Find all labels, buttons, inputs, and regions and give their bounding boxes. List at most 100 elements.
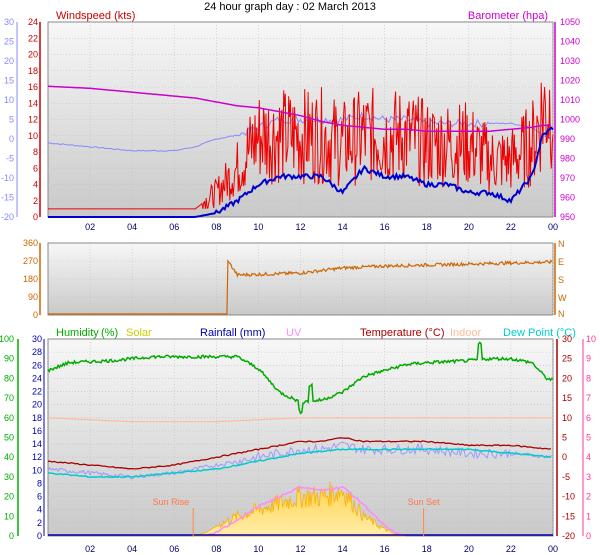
compass-label: N: [558, 239, 565, 249]
rain-tick-label: 2: [37, 518, 42, 528]
temp-right-tick-label: -20: [562, 531, 575, 541]
time-tick-label: 08: [211, 222, 221, 232]
time-tick-label: 08: [211, 544, 221, 554]
time-tick-label: 20: [464, 222, 474, 232]
time-tick-label: 06: [169, 544, 179, 554]
rain-tick-label: 28: [32, 347, 42, 357]
legend-humidity-unit: (%): [101, 327, 118, 339]
wind-tick-label: 22: [28, 33, 38, 43]
temp-right-tick-label: 15: [562, 393, 572, 403]
temp-tick-label: -10: [1, 173, 14, 183]
direction-tick-label: 180: [23, 274, 38, 284]
time-tick-label: 18: [422, 222, 432, 232]
time-tick-label: 16: [380, 544, 390, 554]
compass-label: N: [558, 309, 565, 319]
temp-tick-label: 15: [4, 76, 14, 86]
time-tick-label: 16: [380, 222, 390, 232]
humidity-tick-label: 90: [4, 354, 14, 364]
humidity-tick-label: 10: [4, 511, 14, 521]
wind-tick-label: 8: [33, 147, 38, 157]
barometer-line: [47, 85, 551, 132]
temp-tick-label: -20: [1, 212, 14, 222]
rain-tick-label: 14: [32, 439, 42, 449]
time-tick-label: 02: [85, 544, 95, 554]
wind-tick-label: 10: [28, 131, 38, 141]
temp-tick-label: 5: [9, 115, 14, 125]
barometer-axis-label: Barometer (hpa): [468, 10, 548, 22]
direction-tick-label: 360: [23, 238, 38, 248]
apparent-temperature-line: [47, 441, 554, 480]
rain-tick-label: 24: [32, 373, 42, 383]
temp-right-tick-label: -15: [562, 511, 575, 521]
baro-tick-label: 950: [560, 212, 575, 222]
temp-tick-label: 25: [4, 37, 14, 47]
wind-tick-label: 18: [28, 66, 38, 76]
wind-tick-label: 0: [33, 212, 38, 222]
wind-tick-label: 6: [33, 163, 38, 173]
compass-label: S: [558, 275, 564, 285]
time-tick-label: 12: [295, 222, 305, 232]
wind-tick-label: 24: [28, 17, 38, 27]
rain-tick-label: 6: [37, 492, 42, 502]
temp-right-tick-label: 5: [562, 433, 567, 443]
legend-solar: Solar: [126, 327, 152, 339]
uv-tick-label: 7: [586, 393, 591, 403]
temp-right-tick-label: 0: [562, 452, 567, 462]
baro-tick-label: 1010: [560, 95, 580, 105]
wind-tick-label: 12: [28, 115, 38, 125]
time-tick-label: 12: [295, 544, 305, 554]
baro-tick-label: 990: [560, 134, 575, 144]
rain-tick-label: 4: [37, 505, 42, 515]
uv-tick-label: 8: [586, 373, 591, 383]
rain-tick-label: 26: [32, 360, 42, 370]
rain-tick-label: 16: [32, 426, 42, 436]
baro-tick-label: 1000: [560, 115, 580, 125]
time-tick-label: 22: [506, 544, 516, 554]
baro-tick-label: 980: [560, 154, 575, 164]
direction-tick-label: 0: [33, 310, 38, 320]
compass-label: W: [558, 293, 567, 303]
rain-tick-label: 30: [32, 334, 42, 344]
uv-tick-label: 6: [586, 413, 591, 423]
solar-area: [193, 481, 406, 537]
baro-tick-label: 1040: [560, 37, 580, 47]
time-tick-label: 00: [548, 222, 558, 232]
rain-tick-label: 0: [37, 531, 42, 541]
temp-tick-label: 20: [4, 56, 14, 66]
wind-tick-label: 16: [28, 82, 38, 92]
uv-tick-label: 0: [586, 531, 591, 541]
baro-tick-label: 960: [560, 193, 575, 203]
uv-line: [205, 485, 403, 537]
uv-tick-label: 9: [586, 354, 591, 364]
humidity-tick-label: 40: [4, 452, 14, 462]
temp-tick-label: -15: [1, 193, 14, 203]
wind-tick-label: 14: [28, 98, 38, 108]
wind-tick-label: 4: [33, 180, 38, 190]
time-tick-label: 18: [422, 544, 432, 554]
rain-tick-label: 18: [32, 413, 42, 423]
baro-tick-label: 970: [560, 173, 575, 183]
rain-tick-label: 10: [32, 465, 42, 475]
humidity-tick-label: 60: [4, 413, 14, 423]
uv-tick-label: 4: [586, 452, 591, 462]
wind-average-line: [48, 126, 554, 218]
time-tick-label: 10: [253, 222, 263, 232]
wind-direction-line: [48, 259, 553, 315]
wind-tick-label: 2: [33, 196, 38, 206]
humidity-tick-label: 0: [9, 531, 14, 541]
baro-tick-label: 1030: [560, 56, 580, 66]
rain-tick-label: 22: [32, 387, 42, 397]
windspeed-line: [48, 82, 554, 210]
temp-right-tick-label: 30: [562, 334, 572, 344]
temp-right-tick-label: 25: [562, 354, 572, 364]
chart-title: 24 hour graph day : 02 March 2013: [204, 1, 376, 13]
humidity-tick-label: 70: [4, 393, 14, 403]
temp-right-tick-label: 20: [562, 373, 572, 383]
humidity-tick-label: 100: [0, 334, 14, 344]
compass-label: E: [558, 257, 564, 267]
baro-tick-label: 1020: [560, 76, 580, 86]
time-tick-label: 04: [127, 222, 137, 232]
time-tick-label: 02: [85, 222, 95, 232]
rain-tick-label: 20: [32, 400, 42, 410]
